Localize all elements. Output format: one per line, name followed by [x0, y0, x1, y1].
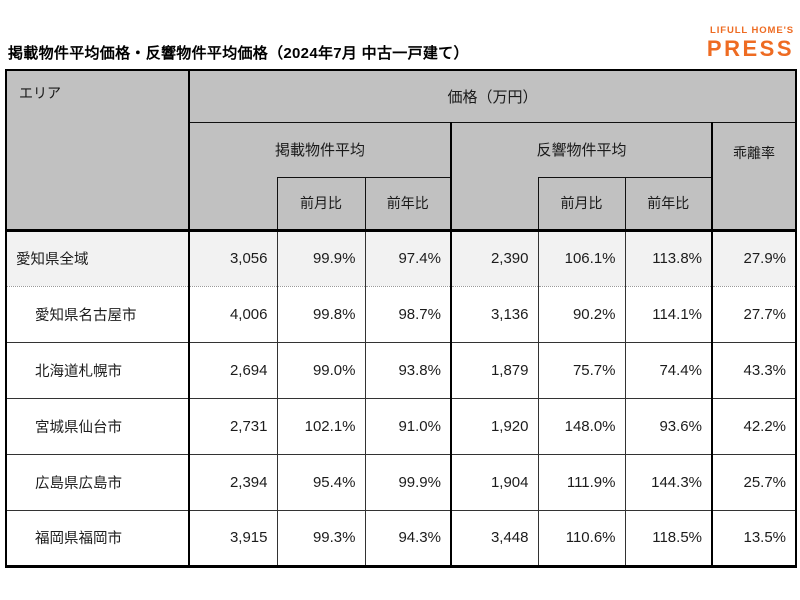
value-cell: 102.1%	[276, 398, 366, 455]
value-cell: 91.0%	[364, 398, 452, 455]
value-cell: 43.3%	[711, 342, 797, 399]
value-cell: 113.8%	[624, 230, 713, 287]
value-cell: 111.9%	[537, 454, 626, 511]
header-response-mom: 前月比	[537, 176, 626, 232]
area-cell: 宮城県仙台市	[5, 398, 190, 455]
value-cell: 3,448	[450, 510, 539, 567]
value-cell: 110.6%	[537, 510, 626, 567]
table-row: 宮城県仙台市 2,731 102.1% 91.0% 1,920 148.0% 93.6% 42…	[5, 398, 797, 455]
value-cell: 99.3%	[276, 510, 366, 567]
value-cell: 25.7%	[711, 454, 797, 511]
logo-lifull-homes-text: LIFULL HOME'S	[710, 25, 794, 36]
value-cell: 1,920	[450, 398, 539, 455]
logo-press-text: PRESS	[706, 35, 794, 61]
table-row: 北海道札幌市 2,694 99.0% 93.8% 1,879 75.7% 74.4% 43.3…	[5, 342, 797, 399]
table-body: 愛知県全域 3,056 99.9% 97.4% 2,390 106.1% 113.8% 27.…	[5, 230, 797, 567]
value-cell: 2,694	[188, 342, 278, 399]
value-cell: 106.1%	[537, 230, 626, 287]
value-cell: 42.2%	[711, 398, 797, 455]
table-row: 福岡県福岡市 3,915 99.3% 94.3% 3,448 110.6% 118.5% 13…	[5, 510, 797, 567]
value-cell: 97.4%	[364, 230, 452, 287]
value-cell: 2,394	[188, 454, 278, 511]
area-cell: 北海道札幌市	[5, 342, 190, 399]
header-listed-mom: 前月比	[276, 176, 366, 232]
area-cell: 愛知県名古屋市	[5, 286, 190, 343]
value-cell: 99.8%	[276, 286, 366, 343]
value-cell: 2,731	[188, 398, 278, 455]
price-table: エリア 価格（万円） 掲載物件平均 反響物件平均 乖離率 前月比 前年比 前月比…	[5, 69, 798, 568]
value-cell: 2,390	[450, 230, 539, 287]
lifull-homes-press-logo: LIFULL HOME'S PRESS	[707, 26, 794, 60]
value-cell: 3,136	[450, 286, 539, 343]
value-cell: 94.3%	[364, 510, 452, 567]
table-row: 愛知県名古屋市 4,006 99.8% 98.7% 3,136 90.2% 114.1% 27…	[5, 286, 797, 343]
header-response-average: 反響物件平均	[450, 121, 713, 177]
value-cell: 3,056	[188, 230, 278, 287]
value-cell: 148.0%	[537, 398, 626, 455]
value-cell: 74.4%	[624, 342, 713, 399]
value-cell: 3,915	[188, 510, 278, 567]
value-cell: 1,879	[450, 342, 539, 399]
value-cell: 27.9%	[711, 230, 797, 287]
page-title: 掲載物件平均価格・反響物件平均価格（2024年7月 中古一戸建て）	[8, 45, 469, 62]
header-area: エリア	[5, 69, 190, 232]
value-cell: 90.2%	[537, 286, 626, 343]
value-cell: 75.7%	[537, 342, 626, 399]
header-deviation-rate: 乖離率	[710, 121, 797, 232]
value-cell: 13.5%	[711, 510, 797, 567]
value-cell: 118.5%	[624, 510, 713, 567]
header-listed-average: 掲載物件平均	[188, 121, 452, 177]
table-header: エリア 価格（万円） 掲載物件平均 反響物件平均 乖離率 前月比 前年比 前月比…	[5, 69, 797, 232]
value-cell: 1,904	[450, 454, 539, 511]
area-cell: 愛知県全域	[5, 230, 190, 287]
value-cell: 95.4%	[276, 454, 366, 511]
header-price-unit: 価格（万円）	[188, 69, 797, 123]
value-cell: 99.9%	[364, 454, 452, 511]
value-cell: 98.7%	[364, 286, 452, 343]
value-cell: 144.3%	[624, 454, 713, 511]
value-cell: 99.9%	[276, 230, 366, 287]
value-cell: 93.8%	[364, 342, 452, 399]
area-cell: 広島県広島市	[5, 454, 190, 511]
value-cell: 93.6%	[624, 398, 713, 455]
value-cell: 4,006	[188, 286, 278, 343]
area-cell: 福岡県福岡市	[5, 510, 190, 567]
value-cell: 114.1%	[624, 286, 713, 343]
header-listed-yoy: 前年比	[364, 176, 452, 232]
header-spacer	[450, 177, 539, 232]
header-response-yoy: 前年比	[624, 176, 713, 232]
table-row: 愛知県全域 3,056 99.9% 97.4% 2,390 106.1% 113.8% 27.…	[5, 230, 797, 287]
value-cell: 99.0%	[276, 342, 366, 399]
header-spacer	[188, 177, 278, 232]
table-row: 広島県広島市 2,394 95.4% 99.9% 1,904 111.9% 144.3% 25…	[5, 454, 797, 511]
value-cell: 27.7%	[711, 286, 797, 343]
